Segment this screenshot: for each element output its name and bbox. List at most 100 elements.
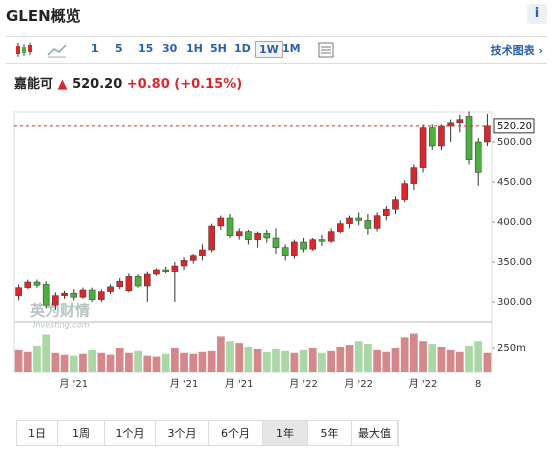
volume-tick-label: 250m bbox=[497, 343, 526, 354]
range-button[interactable]: 1周 bbox=[58, 421, 105, 445]
volume-bar bbox=[281, 350, 290, 372]
volume-bar bbox=[437, 347, 446, 372]
candle-body bbox=[300, 241, 307, 250]
candle-body bbox=[392, 199, 399, 210]
title: GLEN概览 bbox=[6, 7, 81, 25]
candle-body bbox=[24, 281, 32, 288]
candle-body bbox=[355, 217, 362, 221]
range-button[interactable]: 1日 bbox=[17, 421, 58, 445]
candle-body bbox=[171, 265, 179, 272]
volume-bar bbox=[419, 341, 427, 372]
volume-bar bbox=[354, 341, 363, 372]
range-button[interactable]: 6个月 bbox=[209, 421, 263, 445]
interval-button[interactable]: 30 bbox=[162, 42, 178, 55]
x-tick-label: 月 '21 bbox=[225, 378, 254, 390]
volume-bar bbox=[79, 353, 87, 372]
volume-bar bbox=[33, 346, 41, 372]
range-button[interactable]: 最大值 bbox=[352, 421, 398, 445]
candle-body bbox=[474, 141, 482, 173]
candle-body bbox=[401, 183, 408, 200]
candle-body bbox=[272, 237, 280, 248]
candle-body bbox=[42, 284, 50, 306]
candle-body bbox=[346, 217, 353, 224]
volume-bar bbox=[400, 337, 409, 372]
candle-body bbox=[116, 280, 123, 288]
interval-button[interactable]: 5H bbox=[210, 42, 227, 55]
watermark-brand: 英为财情 bbox=[30, 302, 90, 320]
info-button[interactable]: i bbox=[527, 4, 547, 24]
volume-bar bbox=[446, 349, 455, 372]
volume-bar bbox=[51, 352, 60, 372]
candle-body bbox=[419, 127, 427, 168]
last-price-box bbox=[493, 118, 535, 134]
interval-button[interactable]: 5 bbox=[115, 42, 123, 55]
quote-name: 嘉能可 bbox=[14, 77, 54, 92]
interval-button[interactable]: 1H bbox=[186, 42, 203, 55]
candle-body bbox=[465, 116, 473, 160]
volume-bar bbox=[97, 352, 106, 372]
interval-button[interactable]: 1M bbox=[282, 42, 301, 55]
candle-body bbox=[254, 232, 261, 240]
volume-bar bbox=[373, 349, 381, 372]
technical-chart-link[interactable]: 技术图表 › bbox=[490, 44, 543, 57]
table-icon[interactable] bbox=[317, 41, 335, 59]
candle-body bbox=[245, 231, 252, 240]
candle-body bbox=[88, 289, 96, 300]
x-tick-label: 月 '22 bbox=[344, 378, 373, 390]
toolbar: 1 5 15 30 1H 5H 1D 1W 1M 技术图表 › bbox=[6, 36, 547, 64]
candle-body bbox=[189, 255, 197, 261]
volume-bar bbox=[345, 345, 354, 372]
volume-bar bbox=[410, 333, 418, 372]
candle-body bbox=[79, 289, 87, 298]
candle-body bbox=[226, 217, 234, 236]
volume-bar bbox=[189, 353, 198, 372]
volume-bar bbox=[143, 355, 152, 372]
plot-frame bbox=[13, 111, 493, 373]
candle-body bbox=[291, 241, 298, 256]
volume-bar bbox=[207, 350, 216, 372]
volume-bar bbox=[272, 348, 280, 372]
candle-body bbox=[456, 119, 464, 124]
volume-bar bbox=[134, 350, 142, 372]
candle-body bbox=[281, 247, 289, 256]
range-button[interactable]: 1年 bbox=[263, 421, 308, 445]
volume-bar bbox=[318, 352, 326, 372]
quote: 嘉能可 ▲ 520.20 +0.80 (+0.15%) bbox=[14, 73, 242, 92]
volume-bar bbox=[428, 344, 437, 372]
range-button[interactable]: 5年 bbox=[308, 421, 352, 445]
range-button[interactable]: 1个月 bbox=[105, 421, 156, 445]
candle-body bbox=[309, 239, 317, 250]
y-tick-label: 450.00 bbox=[497, 177, 532, 188]
interval-button[interactable]: 15 bbox=[138, 42, 154, 55]
candle-icon[interactable] bbox=[14, 41, 34, 59]
range-button[interactable]: 3个月 bbox=[156, 421, 209, 445]
volume-bar bbox=[483, 352, 492, 372]
candle-body bbox=[337, 223, 344, 232]
candle-body bbox=[162, 269, 169, 272]
volume-bar bbox=[235, 343, 244, 372]
candle-body bbox=[235, 231, 243, 236]
candle-body bbox=[125, 276, 133, 292]
volume-bar bbox=[327, 350, 335, 372]
interval-button[interactable]: 1W bbox=[255, 41, 283, 58]
quote-price: 520.20 bbox=[72, 77, 123, 92]
volume-bar bbox=[125, 352, 133, 372]
volume-bar bbox=[198, 351, 207, 372]
volume-bar bbox=[14, 349, 23, 372]
candle-body bbox=[52, 295, 59, 306]
volume-bar bbox=[290, 352, 299, 372]
range-buttons: 1日 1周 1个月 3个月 6个月 1年 5年 最大值 bbox=[16, 420, 399, 446]
volume-bar bbox=[226, 341, 234, 372]
candle-body bbox=[61, 292, 68, 296]
volume-bar bbox=[336, 347, 345, 372]
volume-bar bbox=[106, 354, 115, 372]
interval-button[interactable]: 1D bbox=[234, 42, 251, 55]
watermark-site: Investing.com bbox=[33, 321, 90, 330]
volume-bar bbox=[299, 349, 308, 372]
candle-body bbox=[364, 220, 372, 229]
interval-button[interactable]: 1 bbox=[91, 42, 99, 55]
volume-bar bbox=[115, 347, 124, 372]
line-icon[interactable] bbox=[46, 41, 68, 59]
